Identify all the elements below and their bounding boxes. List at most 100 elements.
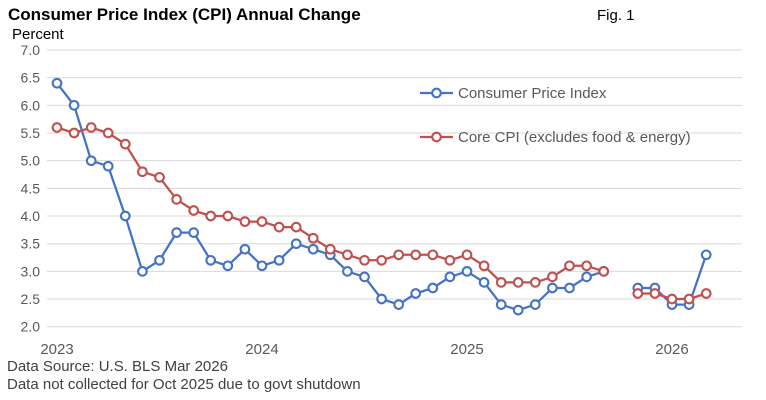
- core-cpi-data-point: [68, 127, 80, 139]
- core-cpi-data-point: [478, 260, 490, 272]
- core-cpi-data-point: [444, 254, 456, 266]
- legend-label: Core CPI (excludes food & energy): [458, 129, 691, 146]
- series-cpi: [51, 77, 712, 316]
- cpi-data-point: [547, 282, 558, 294]
- cpi-data-point: [205, 254, 217, 266]
- cpi-data-point: [256, 260, 268, 272]
- cpi-data-point: [102, 160, 114, 172]
- core-cpi-data-point: [700, 288, 712, 299]
- core-cpi-data-point: [205, 210, 217, 222]
- cpi-data-point: [51, 77, 63, 89]
- y-axis-unit-label: Percent: [12, 26, 64, 43]
- x-axis-tick-label: 2024: [245, 341, 278, 358]
- core-cpi-data-point: [119, 138, 131, 150]
- cpi-data-point: [171, 227, 182, 238]
- core-cpi-data-point: [239, 216, 251, 227]
- y-axis-tick-label: 6.5: [21, 70, 41, 86]
- data-source-note: Data Source: U.S. BLS Mar 2026: [7, 358, 228, 375]
- legend-item-cpi: Consumer Price Index: [420, 85, 607, 102]
- cpi-data-point: [410, 288, 422, 299]
- page-title: Consumer Price Index (CPI) Annual Change: [8, 5, 361, 24]
- core-cpi-data-point: [581, 260, 592, 272]
- y-axis-tick-label: 2.0: [21, 319, 41, 335]
- cpi-data-point: [478, 277, 490, 288]
- core-cpi-data-point: [256, 216, 268, 227]
- y-axis-tick-labels: 7.0 6.5 6.0 5.5 5.0 4.5 4.0 3.5 3.0 2.5 2.0: [21, 42, 41, 335]
- cpi-data-point: [85, 155, 97, 167]
- core-cpi-data-point: [598, 266, 610, 277]
- cpi-data-point: [444, 271, 456, 283]
- cpi-data-point: [495, 299, 507, 310]
- y-axis-tick-label: 3.0: [21, 263, 41, 279]
- cpi-data-point: [359, 271, 370, 283]
- cpi-data-point: [222, 260, 234, 272]
- cpi-series-line: [55, 82, 708, 312]
- cpi-data-point: [393, 299, 405, 310]
- cpi-data-point: [119, 210, 131, 222]
- y-axis-tick-label: 4.5: [21, 180, 41, 196]
- y-axis-tick-label: 7.0: [21, 42, 41, 58]
- core-cpi-data-point: [154, 171, 165, 183]
- core-cpi-data-point: [171, 194, 182, 205]
- cpi-data-point: [529, 299, 541, 310]
- core-cpi-data-point: [547, 271, 558, 283]
- core-cpi-data-point: [273, 221, 285, 233]
- core-cpi-data-point: [564, 260, 575, 272]
- cpi-data-point: [700, 249, 712, 261]
- cpi-data-point: [342, 266, 353, 277]
- cpi-data-point: [154, 254, 165, 266]
- x-axis-tick-labels: 2023 2024 2025 2026: [40, 341, 688, 358]
- y-axis-tick-label: 3.5: [21, 236, 41, 252]
- core-cpi-data-point: [666, 293, 678, 305]
- y-axis-tick-label: 5.0: [21, 153, 41, 169]
- legend-item-core-cpi: Core CPI (excludes food & energy): [420, 129, 691, 146]
- cpi-data-point: [68, 99, 80, 111]
- legend-label: Consumer Price Index: [458, 85, 607, 102]
- series-core-cpi: [51, 122, 712, 305]
- legend-marker: [431, 131, 442, 143]
- y-axis-tick-label: 4.0: [21, 208, 41, 224]
- core-cpi-data-point: [359, 254, 370, 266]
- core-cpi-data-point: [529, 277, 541, 288]
- gridlines: [47, 49, 742, 328]
- core-cpi-data-point: [85, 122, 97, 133]
- core-cpi-data-point: [102, 127, 114, 139]
- core-cpi-data-point: [137, 166, 148, 178]
- core-cpi-series-line: [55, 126, 708, 301]
- core-cpi-data-point: [495, 277, 507, 288]
- core-cpi-data-point: [307, 232, 319, 244]
- core-cpi-data-point: [632, 288, 644, 299]
- core-cpi-data-point: [512, 277, 524, 288]
- x-axis-tick-label: 2023: [40, 341, 73, 358]
- x-axis-tick-label: 2026: [655, 341, 688, 358]
- core-cpi-data-point: [683, 293, 695, 305]
- cpi-data-point: [137, 266, 148, 277]
- cpi-data-point: [307, 243, 319, 255]
- core-cpi-data-point: [290, 221, 302, 233]
- core-cpi-data-point: [51, 122, 63, 133]
- core-cpi-data-point: [324, 243, 336, 255]
- y-axis-tick-label: 2.5: [21, 291, 41, 307]
- y-axis-tick-label: 5.5: [21, 125, 41, 141]
- core-cpi-data-point: [342, 249, 353, 261]
- cpi-data-point: [376, 293, 387, 305]
- y-axis-tick-label: 6.0: [21, 97, 41, 113]
- core-cpi-data-point: [427, 249, 439, 261]
- missing-data-note: Data not collected for Oct 2025 due to g…: [7, 376, 361, 393]
- core-cpi-data-point: [393, 249, 405, 261]
- cpi-data-point: [512, 304, 524, 316]
- core-cpi-data-point: [649, 288, 661, 299]
- cpi-data-point: [427, 282, 439, 294]
- x-axis-tick-label: 2025: [450, 341, 483, 358]
- core-cpi-data-point: [410, 249, 422, 261]
- cpi-data-point: [461, 266, 473, 277]
- cpi-data-point: [581, 271, 592, 283]
- figure-number-label: Fig. 1: [597, 7, 635, 24]
- core-cpi-data-point: [376, 254, 387, 266]
- cpi-data-point: [290, 238, 302, 250]
- core-cpi-data-point: [222, 210, 234, 222]
- cpi-data-point: [273, 254, 285, 266]
- legend-marker: [431, 87, 442, 99]
